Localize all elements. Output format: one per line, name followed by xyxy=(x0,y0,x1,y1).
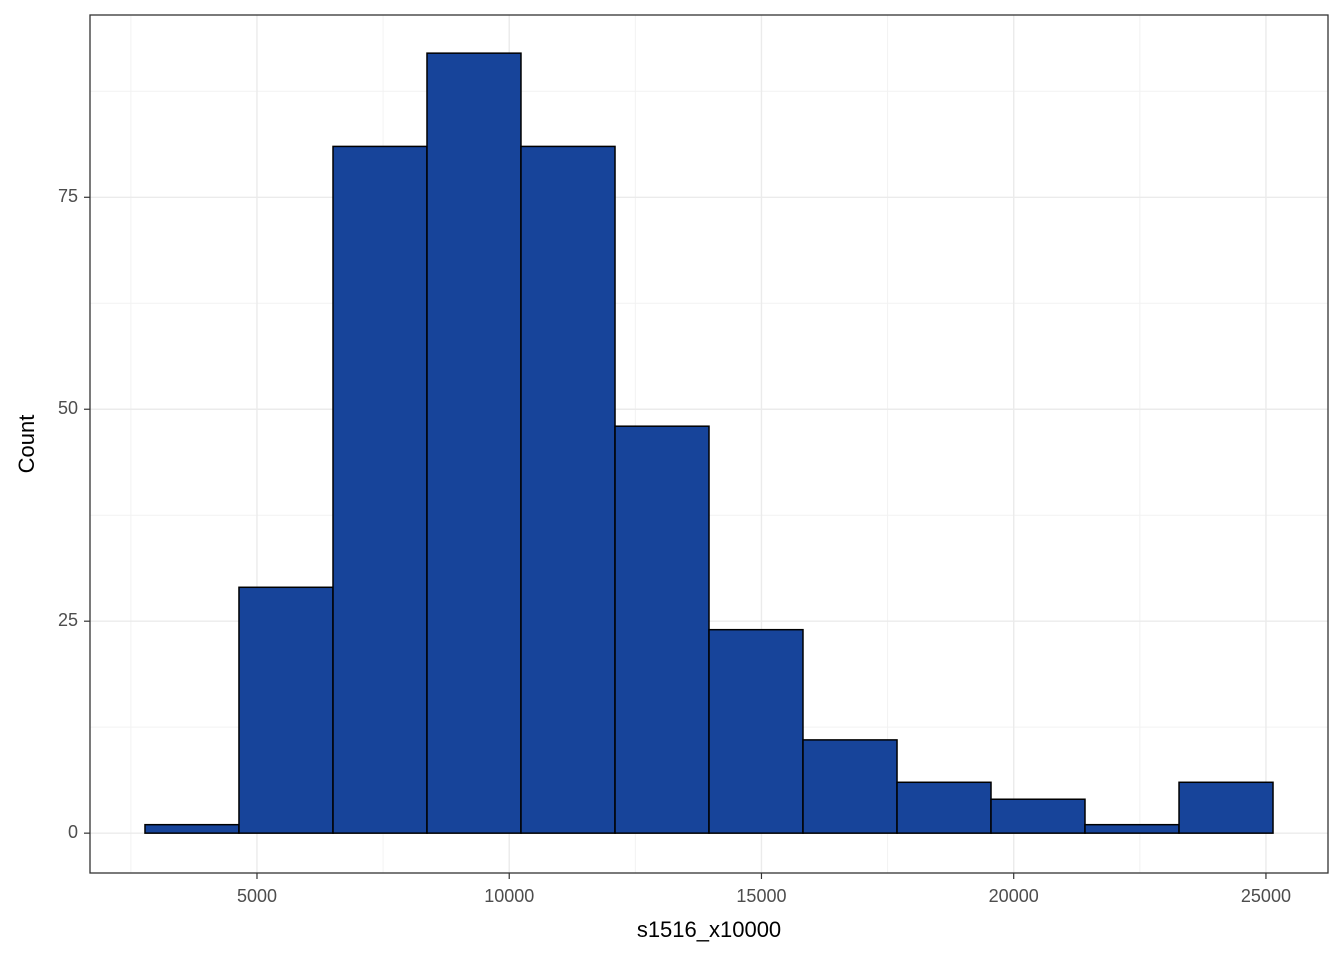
bar xyxy=(614,425,710,834)
bar xyxy=(1178,781,1274,834)
y-tick-label: 0 xyxy=(68,822,78,842)
bar xyxy=(708,628,804,834)
x-axis-title: s1516_x10000 xyxy=(637,917,781,942)
bar xyxy=(1084,823,1180,834)
x-tick-label: 15000 xyxy=(736,886,786,906)
bar xyxy=(332,145,428,834)
bar xyxy=(990,798,1086,834)
bar xyxy=(238,586,334,834)
bar xyxy=(520,145,616,834)
y-tick-label: 50 xyxy=(58,398,78,418)
x-tick-label: 25000 xyxy=(1241,886,1291,906)
x-tick-label: 5000 xyxy=(237,886,277,906)
bar xyxy=(802,739,898,834)
y-axis-title: Count xyxy=(14,415,39,474)
x-tick-label: 10000 xyxy=(484,886,534,906)
bar xyxy=(896,781,992,834)
y-tick-label: 25 xyxy=(58,610,78,630)
x-tick-label: 20000 xyxy=(989,886,1039,906)
panel-border xyxy=(89,14,1329,874)
bar xyxy=(426,52,522,834)
y-tick-label: 75 xyxy=(58,186,78,206)
bar xyxy=(144,823,240,834)
